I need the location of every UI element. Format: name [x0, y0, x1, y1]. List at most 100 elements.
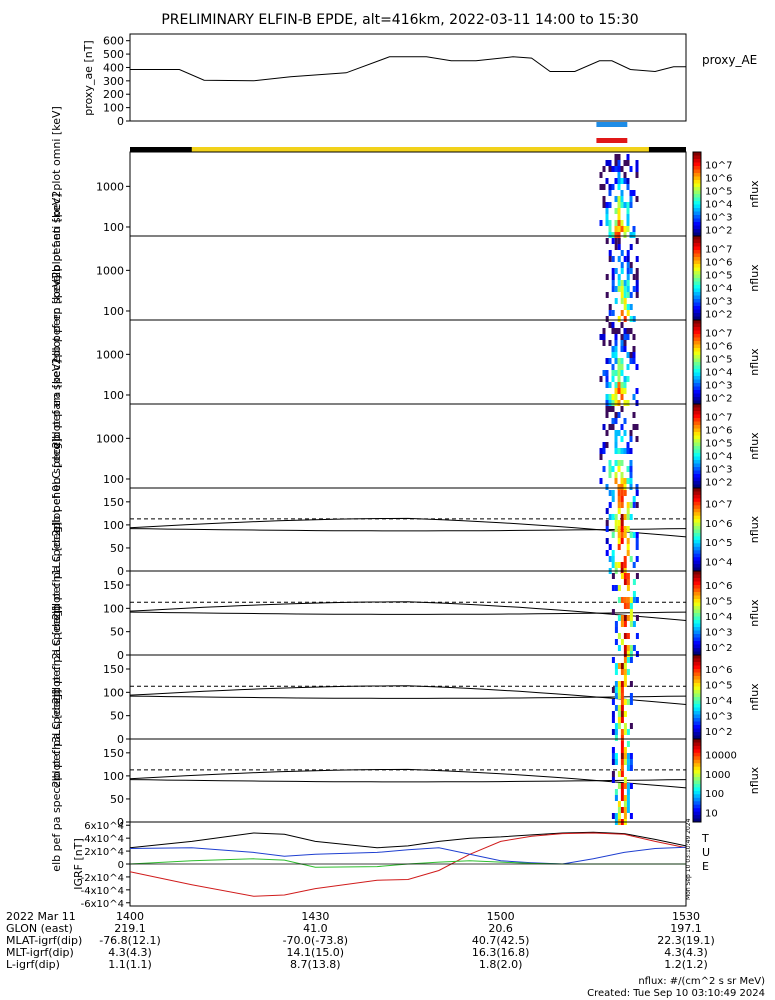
heatmap-cell: [617, 214, 621, 220]
heatmap-cell: [617, 184, 621, 190]
igrf-legend-U: U: [702, 846, 710, 859]
colorbar-cell: [693, 442, 701, 447]
heatmap-cell: [620, 496, 624, 502]
colorbar-cell: [693, 190, 701, 195]
proxy-ae-ytick-label: 300: [103, 75, 124, 88]
colorbar-cell: [693, 669, 701, 673]
colorbar-cell: [693, 686, 701, 691]
heatmap-cell: [617, 364, 621, 370]
colorbar-cell: [693, 344, 701, 349]
heatmap-cell: [605, 220, 609, 226]
loss-cone-line-ch2LC: [129, 685, 687, 705]
heatmap-cell: [623, 753, 627, 759]
orbit-row-label: MLT-igrf(dip): [6, 946, 74, 959]
heatmap-cell: [626, 729, 630, 735]
heatmap-cell: [611, 346, 615, 352]
igrf-series-E: [129, 846, 687, 865]
heatmap-cell: [623, 286, 627, 292]
heatmap-cell: [623, 573, 627, 579]
panel-ylabel-perp: elb pef en spec2plot perp [keV]: [50, 275, 63, 448]
heatmap-cell: [623, 178, 627, 184]
orbit-row-value: 1.8(2.0): [479, 958, 523, 971]
heatmap-cell: [614, 723, 618, 729]
heatmap-cell: [626, 364, 630, 370]
heatmap-cell: [602, 424, 606, 430]
colorbar-cell: [693, 467, 701, 471]
heatmap-cell: [617, 208, 621, 214]
heatmap-cell: [611, 322, 615, 328]
proxy-ae-ytick-label: 500: [103, 48, 124, 61]
heatmap-cell: [617, 526, 621, 532]
heatmap-cell: [623, 400, 627, 406]
heatmap-cell: [617, 597, 621, 603]
colorbar-cell: [693, 218, 701, 223]
heatmap-cell: [632, 532, 636, 538]
heatmap-cell: [608, 304, 612, 310]
heatmap-cell: [635, 400, 639, 406]
colorbar-label: nflux: [748, 515, 761, 543]
orbit-row-value: 1530: [672, 910, 700, 923]
heatmap-cell: [626, 154, 630, 160]
heatmap-cell: [629, 813, 633, 819]
heatmap-cell: [599, 184, 603, 190]
heatmap-cell: [617, 705, 621, 711]
heatmap-cell: [617, 807, 621, 813]
colorbar-cell: [693, 662, 701, 666]
heatmap-cell: [617, 771, 621, 777]
heatmap-cell: [620, 460, 624, 466]
heatmap-cell: [611, 585, 615, 591]
heatmap-cell: [623, 334, 627, 340]
heatmap-cell: [635, 166, 639, 172]
panel-ytick-label: 100: [103, 389, 124, 402]
heatmap-cell: [605, 202, 609, 208]
colorbar-cell: [693, 546, 701, 551]
colorbar-cell: [693, 704, 701, 708]
heatmap-cell: [617, 244, 621, 250]
heatmap-cell: [629, 268, 633, 274]
colorbar-tick-label: 10^5: [705, 680, 732, 691]
heatmap-cell: [614, 340, 618, 346]
colorbar-cell: [693, 208, 701, 212]
plot-title: PRELIMINARY ELFIN-B EPDE, alt=416km, 202…: [161, 12, 638, 28]
colorbar-cell: [693, 285, 701, 289]
heatmap-cell: [620, 699, 624, 705]
heatmap-cell: [626, 657, 630, 663]
colorbar-cell: [693, 337, 701, 342]
panel-ytick-label: 100: [103, 602, 124, 615]
heatmap-cell: [626, 478, 630, 484]
heatmap-cell: [605, 292, 609, 298]
heatmap-cell: [617, 202, 621, 208]
colorbar-cell: [693, 581, 701, 586]
orbit-row-value: 1400: [116, 910, 144, 923]
heatmap-cell: [635, 633, 639, 639]
heatmap-cell: [635, 238, 639, 244]
colorbar-tick-label: 10^3: [705, 628, 732, 639]
heatmap-cell: [614, 412, 618, 418]
colorbar-cell: [693, 274, 701, 279]
colorbar-cell: [693, 194, 701, 198]
heatmap-cell: [614, 789, 618, 795]
loss-cone-line-ch1LC: [129, 601, 687, 621]
heatmap-cell: [617, 663, 621, 669]
heatmap-cell: [605, 370, 609, 376]
heatmap-cell: [626, 651, 630, 657]
colorbar-cell: [693, 578, 701, 582]
heatmap-cell: [617, 286, 621, 292]
heatmap-cell: [623, 615, 627, 621]
heatmap-cell: [617, 801, 621, 807]
heatmap-cell: [623, 346, 627, 352]
colorbar-cell: [693, 749, 701, 754]
heatmap-cell: [614, 244, 618, 250]
colorbar-cell: [693, 302, 701, 307]
heatmap-cell: [632, 621, 636, 627]
heatmap-cell: [626, 184, 630, 190]
heatmap-cell: [611, 813, 615, 819]
proxy-ae-ytick-label: 0: [117, 115, 124, 128]
colorbar-cell: [693, 794, 701, 799]
heatmap-cell: [611, 328, 615, 334]
proxy-ae-line: [130, 56, 686, 82]
heatmap-cell: [620, 370, 624, 376]
heatmap-cell: [614, 328, 618, 334]
colorbar-cell: [693, 790, 701, 795]
colorbar-cell: [693, 679, 701, 684]
